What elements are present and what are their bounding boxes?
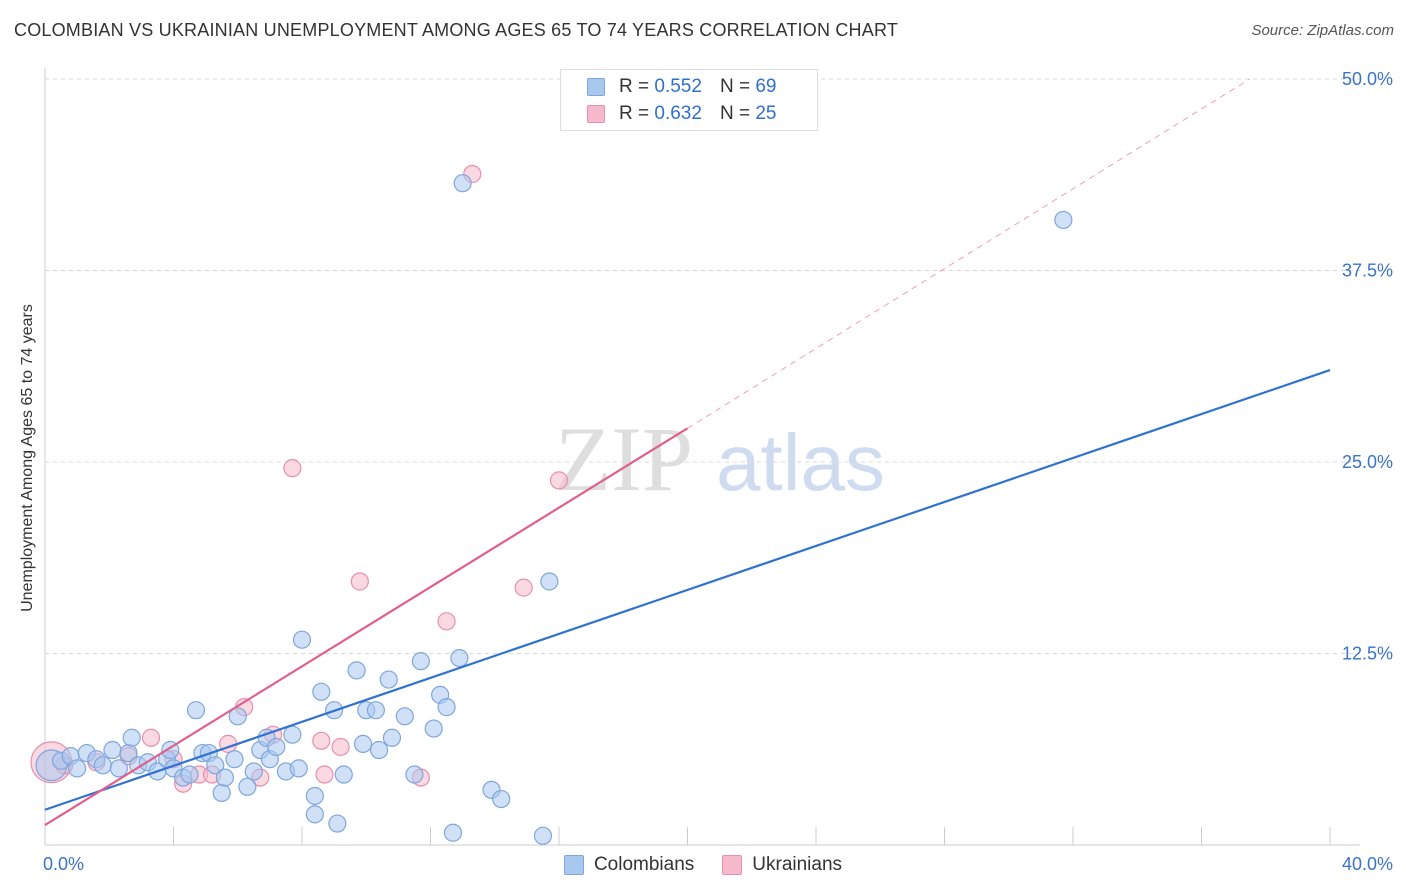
x-tick-label-min: 0.0% [43,854,84,874]
colombian-point [395,707,414,726]
colombian-point [334,765,353,784]
colombian-point [328,814,347,833]
colombian-point [405,765,424,784]
colombian-point [382,728,402,747]
colombian-point [206,756,225,775]
ukrainian-point [283,459,302,478]
ukrainians-swatch [722,855,743,875]
legend-n-label: N = [719,103,751,124]
colombian-point [212,783,231,803]
colombian-point [122,728,141,747]
y-tick-label: 12.5% [1342,644,1393,664]
colombian-point [228,707,247,726]
watermark-zip: ZIP [555,408,693,510]
colombian-point [353,734,373,753]
colombian-point [312,682,331,701]
x-tick-label-max: 40.0% [1342,854,1393,874]
colombian-point [93,756,112,775]
series-legend: Colombians Ukrainians [0,852,1406,878]
legend-row-colombians: R = 0.552 N = 69 [587,75,776,99]
colombian-point [215,768,234,787]
y-tick-label: 25.0% [1342,452,1393,472]
chart-title: COLOMBIAN VS UKRAINIAN UNEMPLOYMENT AMON… [14,20,899,40]
legend-n-value: 69 [755,76,777,97]
legend-r-label: R = [619,103,650,124]
colombian-point [225,750,244,769]
colombian-point [411,652,430,671]
colombian-point [283,725,302,744]
colombian-point [305,805,324,824]
colombian-point [238,777,257,796]
ukrainian-point [141,728,161,747]
legend-r-value: 0.632 [654,103,702,124]
colombian-point [267,737,286,757]
colombian-point [424,719,443,738]
colombian-point [109,759,128,778]
legend-item-colombians: Colombians [563,852,695,878]
colombian-point [292,630,312,649]
watermark-atlas: atlas [716,418,885,507]
colombians-trend-line [44,369,1331,811]
colombian-point [492,789,511,809]
ukrainian-point [312,731,331,750]
legend-ukrainians-label: Ukrainians [752,854,843,875]
ukrainian-point [549,471,569,490]
colombian-point [186,701,206,720]
colombian-point [366,701,385,720]
colombian-point [540,572,559,591]
colombian-point [453,174,472,193]
ukrainians-swatch [587,105,605,123]
colombian-point [347,661,366,680]
colombian-point [68,759,87,778]
chart-source: Source: ZipAtlas.com [1251,22,1394,39]
ukrainian-point [315,765,334,784]
ukrainians-trend-line [44,427,689,827]
colombian-point [305,786,324,806]
ukrainian-point [514,578,533,597]
ukrainian-point [331,737,350,757]
y-tick-label: 37.5% [1342,261,1393,281]
colombian-point [443,823,463,842]
legend-n-value: 25 [755,103,777,124]
colombian-point [1054,210,1073,230]
colombian-point [450,648,469,668]
legend-row-ukrainians: R = 0.632 N = 25 [587,102,776,126]
colombian-point [370,740,389,760]
colombian-point [289,759,308,778]
colombians-swatch [587,78,605,96]
colombian-point [180,765,199,784]
colombian-point [244,762,263,781]
correlation-legend: R = 0.552 N = 69 R = 0.632 N = 25 [560,69,818,131]
colombian-point [533,826,553,845]
colombians-swatch [563,855,584,875]
colombian-point [379,670,398,689]
colombian-point [103,740,122,760]
legend-n-label: N = [719,76,751,97]
legend-r-value: 0.552 [654,76,702,97]
ukrainian-point [350,572,369,591]
ukrainian-point [437,612,456,631]
legend-r-label: R = [619,76,650,97]
colombian-point [437,698,456,717]
legend-item-ukrainians: Ukrainians [722,852,842,878]
y-tick-label: 50.0% [1342,69,1393,89]
legend-colombians-label: Colombians [593,854,695,875]
ukrainians-trend-extension [687,78,1250,429]
